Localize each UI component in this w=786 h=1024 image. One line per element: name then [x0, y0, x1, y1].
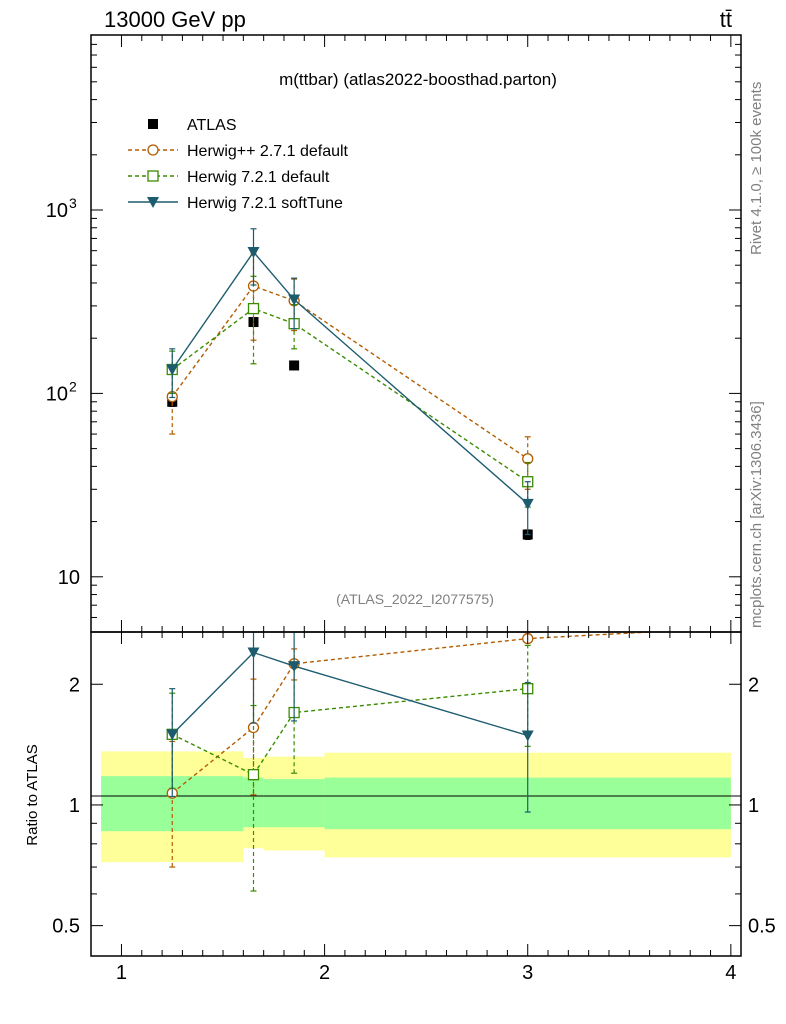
ratio-ytick-label: 0.5 [52, 916, 80, 938]
ratio-line-softtune [171, 651, 528, 737]
main-point-atlas [248, 317, 259, 328]
main-ytick-label: 10 [46, 200, 68, 222]
header-left: 13000 GeV pp [104, 7, 246, 32]
main-point-herwig721 [247, 302, 260, 315]
main-point-atlas [289, 360, 300, 371]
legend-label-herwigpp: Herwig++ 2.7.1 default [187, 143, 349, 160]
legend-marker-herwigpp [147, 144, 159, 156]
ratio-frame [90, 631, 742, 957]
legend-marker-atlas [148, 119, 158, 129]
main-series-herwigpp [166, 253, 534, 490]
ratio-xtick-label: 4 [725, 962, 736, 984]
mcplots-label: mcplots.cern.ch [arXiv:1306.3436] [748, 401, 765, 628]
legend-label-atlas: ATLAS [187, 117, 237, 134]
ratio-ytick-label-right: 2 [748, 674, 759, 696]
ratio-ytick-label-right: 1 [748, 795, 759, 817]
header-right: tt̄ [720, 7, 732, 32]
ratio-ytick-label-right: 0.5 [748, 916, 776, 938]
legend-marker-softtune [147, 197, 159, 208]
main-title: m(ttbar) (atlas2022-boosthad.parton) [279, 70, 557, 89]
main-series-herwig721 [166, 275, 534, 508]
ratio-point-softtune [288, 661, 301, 673]
legend: ATLAS Herwig++ 2.7.1 default Herwig 7.2.1 … [128, 117, 349, 212]
analysis-watermark: (ATLAS_2022_I2077575) [336, 591, 494, 607]
ratio-xtick-label: 2 [319, 962, 330, 984]
ratio-point-softtune [166, 729, 179, 741]
ratio-band-inner [263, 779, 325, 828]
legend-label-softtune: Herwig 7.2.1 softTune [187, 195, 343, 212]
main-point-softtune [521, 498, 534, 510]
main-line-herwig721 [171, 307, 529, 483]
ratio-ytick-label: 1 [69, 795, 80, 817]
main-point-softtune [288, 294, 301, 306]
ratio-xtick-label: 1 [116, 962, 127, 984]
main-point-softtune [247, 247, 260, 259]
ratio-point-softtune [521, 730, 534, 742]
main-ytick-label-exponent: 2 [69, 378, 77, 394]
main-line-herwigpp [171, 285, 529, 460]
ratio-xtick-label: 3 [522, 962, 533, 984]
main-series-softtune [166, 228, 534, 536]
main-ytick-label: 10 [58, 567, 80, 589]
ratio-point-softtune [247, 647, 260, 659]
main-point-softtune [166, 364, 179, 376]
main-ytick-label-exponent: 3 [69, 195, 77, 211]
ratio-series-softtune [166, 631, 534, 813]
ratio-panel: 0.5 0.5 1 1 2 2 1 2 3 4 Ratio to ATLAS [24, 631, 776, 984]
ratio-ytick-label: 2 [69, 674, 80, 696]
ratio-point-herwig721 [247, 769, 260, 781]
rivet-label: Rivet 4.1.0, ≥ 100k events [748, 82, 765, 255]
legend-marker-herwig721 [147, 170, 159, 182]
main-series-atlas [167, 317, 533, 540]
ratio-band-inner [243, 777, 264, 828]
ratio-ylabel: Ratio to ATLAS [24, 744, 41, 845]
main-line-softtune [171, 250, 529, 505]
legend-label-herwig721: Herwig 7.2.1 default [187, 169, 330, 186]
main-ytick-label: 10 [46, 383, 68, 405]
